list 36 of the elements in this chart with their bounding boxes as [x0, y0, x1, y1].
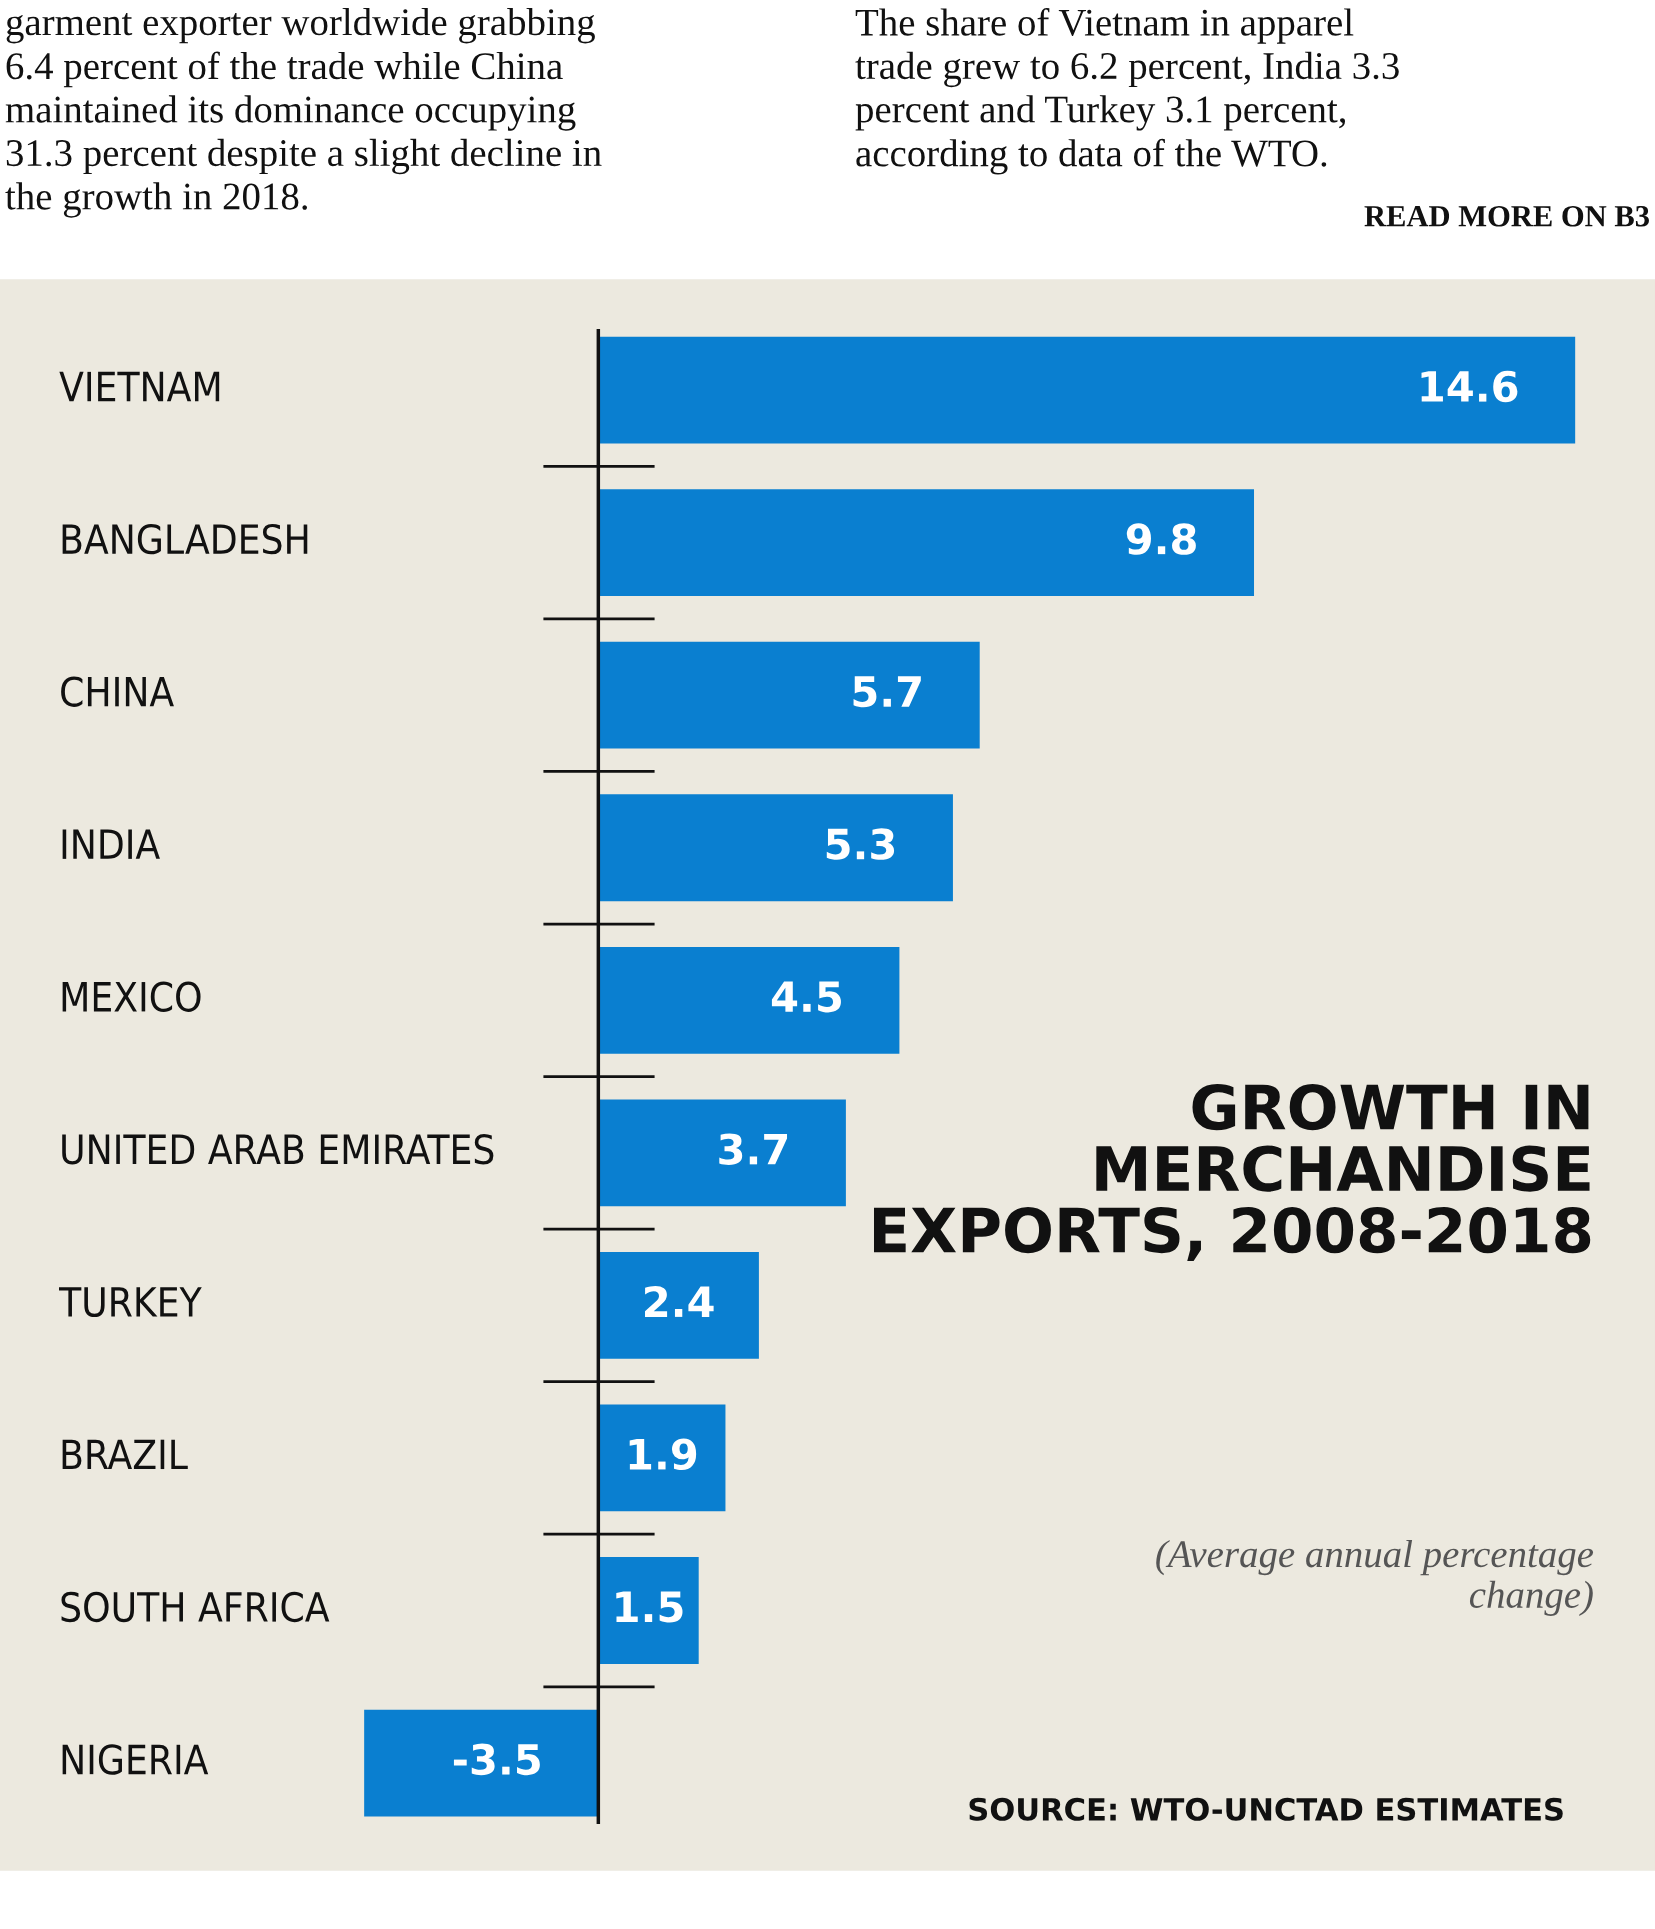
text: garment exporter worldwide grabbing 6.4 percent of the trade while China maintained its dominance occupying 31.3 percent despite a slight decline in the growth in 2018.: [5, 8, 602, 218]
y-tick-label: INDIA: [62, 829, 160, 859]
text: The share of Vietnam in apparel trade grew to 6.2 percent, India 3.3 percent and Turkey 3.1 percent, according to data of the WTO.: [855, 8, 1399, 175]
bar: [598, 336, 1576, 444]
bar: [598, 794, 953, 902]
y-tick-label: UNITED ARAB EMIRATES: [62, 1134, 494, 1165]
bar: [598, 1252, 759, 1359]
data-label: -3.5: [453, 1743, 540, 1776]
bar: [598, 1099, 846, 1207]
data-label: 1.5: [616, 1591, 683, 1623]
bar: [598, 946, 900, 1054]
text: GROWTH IN MERCHANDISE EXPORTS, 2008-2018: [874, 1084, 1591, 1261]
y-tick-label: NIGERIA: [62, 1744, 209, 1775]
data-label: 14.6: [1421, 370, 1518, 403]
y-tick-label: VIETNAM: [59, 371, 220, 402]
annotation: SOURCE: WTO-UNCTAD ESTIMATES: [969, 1797, 1563, 1821]
bar: [364, 1709, 599, 1817]
y-tick-label: BANGLADESH: [62, 523, 308, 555]
y-tick-label: TURKEY: [59, 1287, 202, 1318]
data-label: 3.7: [719, 1133, 788, 1165]
text: READ MORE ON B3: [1364, 205, 1649, 227]
bar: [598, 1557, 699, 1664]
data-label: 4.5: [771, 981, 841, 1013]
y-tick-label: BRAZIL: [62, 1439, 188, 1470]
data-label: 5.7: [853, 676, 921, 708]
y-tick-label: SOUTH AFRICA: [61, 1591, 330, 1623]
bar: [598, 641, 980, 749]
y-tick-label: CHINA: [61, 676, 174, 707]
data-label: 5.3: [826, 828, 895, 860]
data-label: 2.4: [645, 1285, 714, 1317]
data-label: 1.9: [629, 1438, 697, 1471]
bar: [598, 489, 1255, 597]
y-tick-label: MEXICO: [62, 981, 201, 1012]
bar: [598, 1404, 726, 1512]
text: (Average annual percentage change): [1156, 1540, 1594, 1616]
data-label: 9.8: [1126, 523, 1196, 555]
